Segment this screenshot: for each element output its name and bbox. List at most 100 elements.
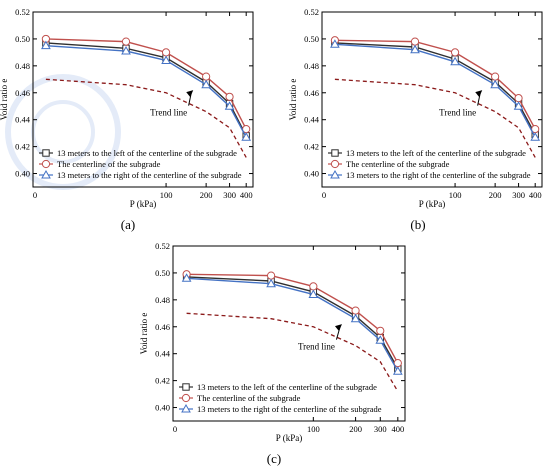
y-tick-label: 0.46: [15, 88, 30, 98]
y-tick-label: 0.40: [15, 169, 30, 179]
y-tick-label: 0.50: [155, 268, 170, 278]
data-point-s2: [225, 92, 234, 101]
legend-label-3: 13 meters to the right of the centerline…: [57, 170, 242, 180]
annotation-arrowhead: [186, 90, 194, 98]
x-tick-label: 300: [223, 190, 236, 200]
y-tick-label: 0.44: [15, 115, 31, 125]
chart-panel-1: 0.40 0.42 0.44 0.46 0.48 0.50 0.52 0 100 200 300 40…: [0, 7, 254, 209]
y-tick-label: 0.42: [304, 142, 319, 152]
x-tick-label: 0: [33, 190, 37, 200]
data-point-s2: [266, 271, 276, 280]
y-axis-label: Void ratio e: [288, 79, 298, 121]
data-point-s2: [351, 306, 360, 315]
annotation-arrowhead: [475, 90, 483, 98]
data-point-s2: [161, 48, 171, 57]
data-point-s2: [202, 72, 211, 81]
legend-label-3: 13 meters to the right of the centerline…: [346, 170, 531, 180]
legend-label-2: The centerline of the subgrade: [57, 159, 161, 169]
series-line-3: [45, 44, 247, 138]
legend-marker-1: [182, 383, 190, 391]
y-tick-label: 0.48: [15, 61, 30, 71]
x-tick-label: 400: [240, 190, 253, 200]
data-point-s3: [350, 313, 361, 323]
legend-label-1: 13 meters to the left of the centerline …: [197, 382, 377, 392]
y-tick-label: 0.48: [155, 295, 170, 305]
panel-label: (b): [410, 217, 425, 232]
x-tick-label: 0: [173, 424, 177, 434]
data-point-s3: [308, 289, 319, 298]
trend-line-annotation: Trend line: [439, 108, 476, 118]
data-point-s3: [490, 79, 500, 89]
y-tick-label: 0.40: [155, 403, 170, 413]
legend-label-2: The centerline of the subgrade: [197, 393, 301, 403]
data-point-s3: [266, 278, 276, 288]
series-line-3: [186, 277, 399, 372]
x-axis-label: P (kPa): [419, 199, 445, 209]
legend-marker-1: [331, 149, 339, 157]
y-axis-label: Void ratio e: [0, 79, 9, 121]
y-tick-label: 0.50: [15, 34, 30, 44]
annotation-arrowhead: [334, 324, 342, 332]
y-tick-label: 0.44: [155, 349, 171, 359]
panel-label: (a): [121, 217, 135, 232]
x-tick-label: 200: [349, 424, 362, 434]
x-tick-label: 200: [489, 190, 502, 200]
data-point-s3: [224, 101, 235, 110]
trend-line-annotation: Trend line: [150, 108, 187, 118]
legend-marker-3: [41, 169, 51, 179]
panel-label: (c): [267, 451, 281, 466]
legend-label-1: 13 meters to the left of the centerline …: [57, 148, 237, 158]
plot-frame: [321, 11, 543, 188]
x-axis-label: P (kPa): [276, 433, 302, 443]
data-point-s2: [491, 72, 500, 81]
x-tick-label: 400: [391, 424, 404, 434]
data-point-s2: [309, 282, 318, 291]
legend-marker-2: [181, 393, 191, 403]
x-tick-label: 100: [449, 190, 462, 200]
legend-label-2: The centerline of the subgrade: [346, 159, 450, 169]
chart-panel-3: 0.40 0.42 0.44 0.46 0.48 0.50 0.52 0 100 200 300 40…: [139, 241, 406, 443]
data-point-s3: [241, 132, 252, 141]
y-tick-label: 0.48: [304, 61, 319, 71]
x-tick-label: 300: [512, 190, 525, 200]
y-tick-label: 0.46: [155, 322, 170, 332]
y-tick-label: 0.44: [304, 115, 320, 125]
y-tick-label: 0.52: [155, 241, 170, 251]
plot-frame: [32, 11, 254, 188]
legend-label-1: 13 meters to the left of the centerline …: [346, 148, 526, 158]
y-tick-label: 0.52: [15, 7, 30, 17]
series-line-1: [45, 42, 247, 137]
series-line-2: [186, 273, 399, 364]
data-point-s3: [330, 39, 340, 48]
data-point-s2: [376, 326, 385, 335]
data-point-s3: [41, 40, 51, 50]
x-tick-label: 0: [322, 190, 326, 200]
data-point-s2: [450, 48, 460, 57]
x-tick-label: 400: [529, 190, 542, 200]
data-point-s3: [375, 335, 386, 344]
legend-marker-2: [41, 159, 51, 169]
y-tick-label: 0.50: [304, 34, 319, 44]
legend-label-3: 13 meters to the right of the centerline…: [197, 404, 382, 414]
series-line-2: [45, 38, 247, 130]
data-point-s3: [450, 56, 460, 66]
data-point-s3: [181, 273, 192, 282]
data-point-s3: [161, 55, 171, 64]
x-tick-label: 100: [307, 424, 320, 434]
y-axis-label: Void ratio e: [139, 313, 149, 355]
chart-panel-2: 0.40 0.42 0.44 0.46 0.48 0.50 0.52 0 100 200 300 40…: [288, 7, 543, 209]
trend-line: [334, 78, 536, 158]
data-point-s2: [514, 94, 523, 103]
x-tick-label: 200: [200, 190, 213, 200]
x-tick-label: 300: [374, 424, 387, 434]
trend-line: [186, 312, 399, 392]
data-point-s3: [530, 132, 541, 141]
legend-marker-2: [330, 159, 340, 169]
y-tick-label: 0.42: [15, 142, 30, 152]
legend-marker-1: [42, 149, 50, 157]
data-point-s2: [121, 37, 131, 46]
legend-marker-3: [181, 403, 191, 413]
data-point-s3: [410, 44, 420, 54]
